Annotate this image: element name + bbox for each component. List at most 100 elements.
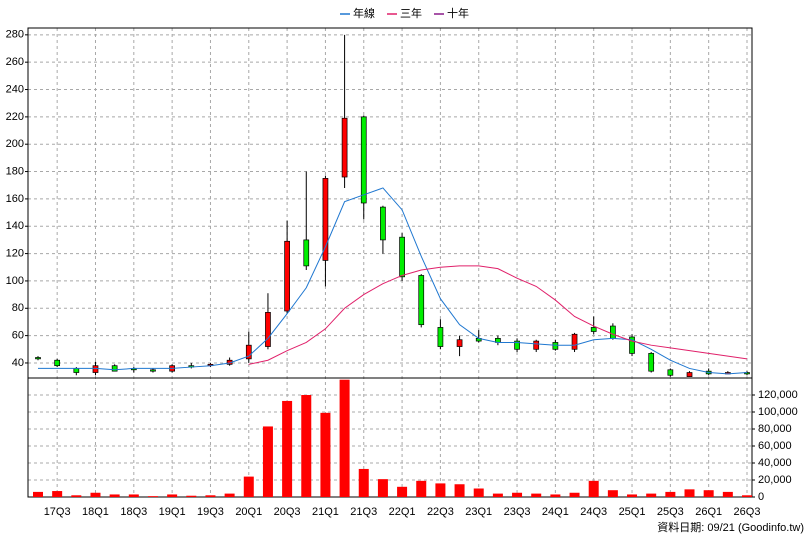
candle-body xyxy=(265,312,271,347)
candle-body xyxy=(284,240,290,312)
x-tick-label: 21Q1 xyxy=(312,506,339,518)
y2-tick-label: 100,000 xyxy=(758,406,798,418)
volume-bar xyxy=(320,412,331,497)
volume-bar xyxy=(550,494,561,497)
y-tick-label: 80 xyxy=(12,302,24,314)
x-tick-label: 26Q3 xyxy=(734,506,761,518)
volume-bar xyxy=(684,489,695,497)
volume-bar xyxy=(627,494,638,497)
candle-body xyxy=(341,117,348,178)
y2-tick-label: 40,000 xyxy=(758,457,792,469)
volume-bar xyxy=(492,493,503,497)
volume-bar xyxy=(109,494,120,497)
volume-bar xyxy=(358,468,369,497)
footer: 資料日期: 09/21 (Goodinfo.tw) xyxy=(657,520,804,534)
volume-bar xyxy=(186,495,197,497)
x-tick-label: 23Q3 xyxy=(504,506,531,518)
candle-body xyxy=(418,275,425,326)
candle-body xyxy=(552,342,559,350)
x-tick-label: 23Q1 xyxy=(465,506,492,518)
y-tick-label: 120 xyxy=(6,247,24,259)
x-tick-label: 17Q3 xyxy=(44,506,71,518)
x-tick-label: 22Q3 xyxy=(427,506,454,518)
volume-bar xyxy=(90,492,101,497)
ma-line xyxy=(248,265,748,365)
y-tick-label: 260 xyxy=(6,56,24,68)
volume-bar xyxy=(147,496,158,497)
volume-bar xyxy=(282,400,293,497)
volume-bar xyxy=(531,493,542,497)
x-tick-label: 24Q3 xyxy=(580,506,607,518)
y2-tick-label: 80,000 xyxy=(758,423,792,435)
volume-bar xyxy=(339,379,350,497)
volume-bar xyxy=(722,491,733,497)
volume-bar xyxy=(377,479,388,497)
candle-body xyxy=(456,339,463,347)
candle-body xyxy=(380,206,386,241)
y-tick-label: 100 xyxy=(6,275,24,287)
candle-body xyxy=(571,333,578,350)
candle-body xyxy=(360,116,367,204)
candle-body xyxy=(629,336,635,354)
x-tick-label: 24Q1 xyxy=(542,506,569,518)
x-tick-label: 22Q1 xyxy=(389,506,416,518)
x-tick-label: 18Q3 xyxy=(120,506,147,518)
candle-body xyxy=(533,340,540,350)
volume-bar xyxy=(52,491,63,497)
y2-tick-label: 0 xyxy=(758,491,764,503)
x-tick-label: 19Q1 xyxy=(159,506,186,518)
volume-bar xyxy=(473,488,484,497)
legend-label: 年線 xyxy=(353,6,375,20)
x-tick-label: 18Q1 xyxy=(82,506,109,518)
candle-body xyxy=(111,365,118,372)
volume-bar xyxy=(128,494,139,497)
candle-body xyxy=(54,359,61,367)
candle-body xyxy=(73,368,80,373)
x-tick-label: 25Q1 xyxy=(619,506,646,518)
y-tick-label: 220 xyxy=(6,111,24,123)
x-tick-label: 25Q3 xyxy=(657,506,684,518)
y2-tick-label: 120,000 xyxy=(758,389,798,401)
volume-bar xyxy=(665,491,676,497)
candle-body xyxy=(514,340,520,350)
volume-bar xyxy=(512,492,523,497)
y-tick-label: 140 xyxy=(6,220,24,232)
volume-bar xyxy=(416,480,427,497)
volume-panel xyxy=(27,377,753,498)
y-tick-label: 240 xyxy=(6,83,24,95)
volume-bar xyxy=(435,483,446,497)
candle-body xyxy=(610,325,616,339)
y-tick-label: 180 xyxy=(6,165,24,177)
candle-body xyxy=(648,353,655,372)
volume-bar xyxy=(397,486,408,497)
legend-label: 十年 xyxy=(447,6,469,20)
volume-bar xyxy=(224,493,235,497)
x-tick-label: 26Q1 xyxy=(695,506,722,518)
volume-bar xyxy=(301,395,312,497)
candle-body xyxy=(590,327,597,332)
volume-bar xyxy=(569,492,580,497)
volume-bar xyxy=(646,493,657,497)
y-tick-label: 40 xyxy=(12,357,24,369)
candle-body xyxy=(322,178,329,261)
y-tick-label: 200 xyxy=(6,138,24,150)
volume-bar xyxy=(243,476,254,497)
candle-body xyxy=(245,344,252,360)
candle-body xyxy=(667,369,674,376)
volume-bar xyxy=(742,495,752,497)
volume-bar xyxy=(167,494,178,497)
y-tick-label: 280 xyxy=(6,29,24,41)
candle-body xyxy=(150,369,156,372)
volume-bar xyxy=(454,484,465,497)
legend-label: 三年 xyxy=(400,6,422,20)
candle-body xyxy=(437,327,444,347)
y-tick-label: 160 xyxy=(6,193,24,205)
volume-bar xyxy=(71,495,82,497)
candle-body xyxy=(35,357,41,360)
candle-body xyxy=(303,239,310,267)
volume-bar xyxy=(33,491,43,497)
volume-bar xyxy=(703,490,714,497)
volume-bar xyxy=(588,480,599,497)
x-tick-label: 20Q3 xyxy=(274,506,301,518)
